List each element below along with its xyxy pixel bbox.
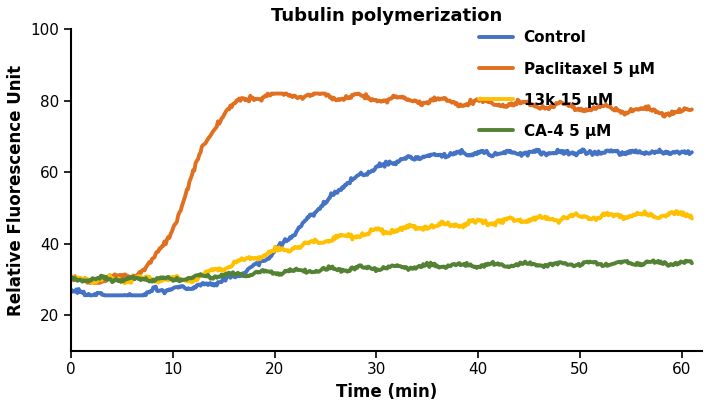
Paclitaxel 5 μM [439,96,447,101]
Control [404,153,413,158]
CA-4 5 μM [367,266,375,271]
Paclitaxel 5 μM [364,95,373,100]
13k 15 μM [675,211,683,215]
Control [363,172,372,177]
CA-4 5 μM [649,258,657,263]
CA-4 5 μM [404,268,413,273]
CA-4 5 μM [437,264,446,269]
13k 15 μM [367,227,375,232]
13k 15 μM [577,214,586,219]
Control [67,287,75,292]
Paclitaxel 5 μM [86,280,94,285]
CA-4 5 μM [67,275,75,280]
13k 15 μM [437,219,446,224]
Line: Paclitaxel 5 μM: Paclitaxel 5 μM [71,93,692,283]
Line: 13k 15 μM: 13k 15 μM [71,211,692,283]
Line: CA-4 5 μM: CA-4 5 μM [71,260,692,282]
CA-4 5 μM [675,261,683,266]
CA-4 5 μM [577,262,586,267]
Paclitaxel 5 μM [675,106,683,111]
Control [688,150,696,155]
CA-4 5 μM [688,261,696,266]
Control [367,169,375,174]
Control [437,154,446,159]
X-axis label: Time (min): Time (min) [336,383,437,401]
13k 15 μM [673,209,681,214]
Line: Control: Control [71,149,692,295]
Control [578,147,586,152]
Paclitaxel 5 μM [578,109,586,113]
Paclitaxel 5 μM [368,97,376,102]
CA-4 5 μM [363,266,372,271]
13k 15 μM [67,273,75,278]
Control [81,293,89,298]
Y-axis label: Relative Fluorescence Unit: Relative Fluorescence Unit [7,64,25,315]
Title: Tubulin polymerization: Tubulin polymerization [271,7,502,25]
13k 15 μM [404,225,413,230]
Legend: Control, Paclitaxel 5 μM, 13k 15 μM, CA-4 5 μM: Control, Paclitaxel 5 μM, 13k 15 μM, CA-… [479,31,654,139]
13k 15 μM [688,216,696,221]
Control [577,150,586,155]
Control [675,151,683,156]
Paclitaxel 5 μM [406,98,414,103]
Paclitaxel 5 μM [688,107,696,112]
Paclitaxel 5 μM [67,277,75,282]
13k 15 μM [121,281,129,286]
13k 15 μM [363,231,372,236]
CA-4 5 μM [108,280,116,285]
Paclitaxel 5 μM [267,91,276,96]
